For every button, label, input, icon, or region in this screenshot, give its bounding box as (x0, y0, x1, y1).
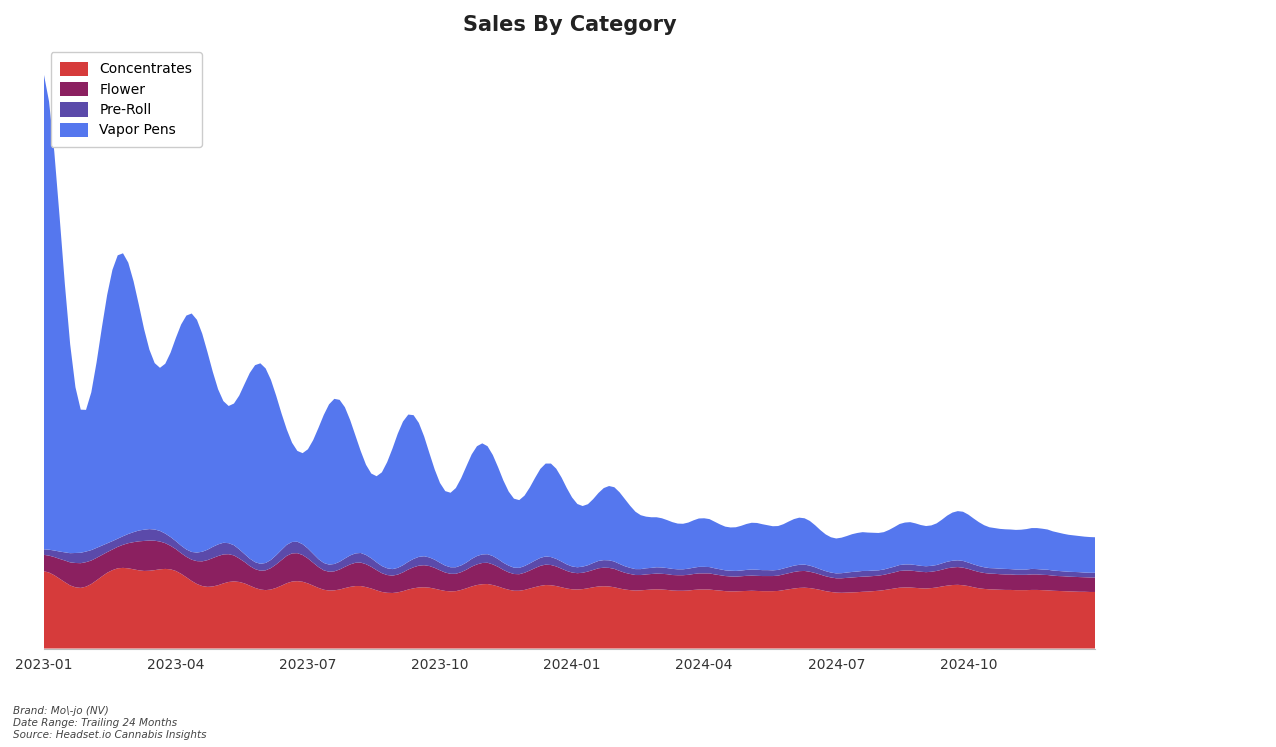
Title: Sales By Category: Sales By Category (463, 15, 676, 35)
Legend: Concentrates, Flower, Pre-Roll, Vapor Pens: Concentrates, Flower, Pre-Roll, Vapor Pe… (51, 52, 202, 147)
Text: Brand: Mo\-jo (NV)
Date Range: Trailing 24 Months
Source: Headset.io Cannabis In: Brand: Mo\-jo (NV) Date Range: Trailing … (13, 707, 207, 740)
